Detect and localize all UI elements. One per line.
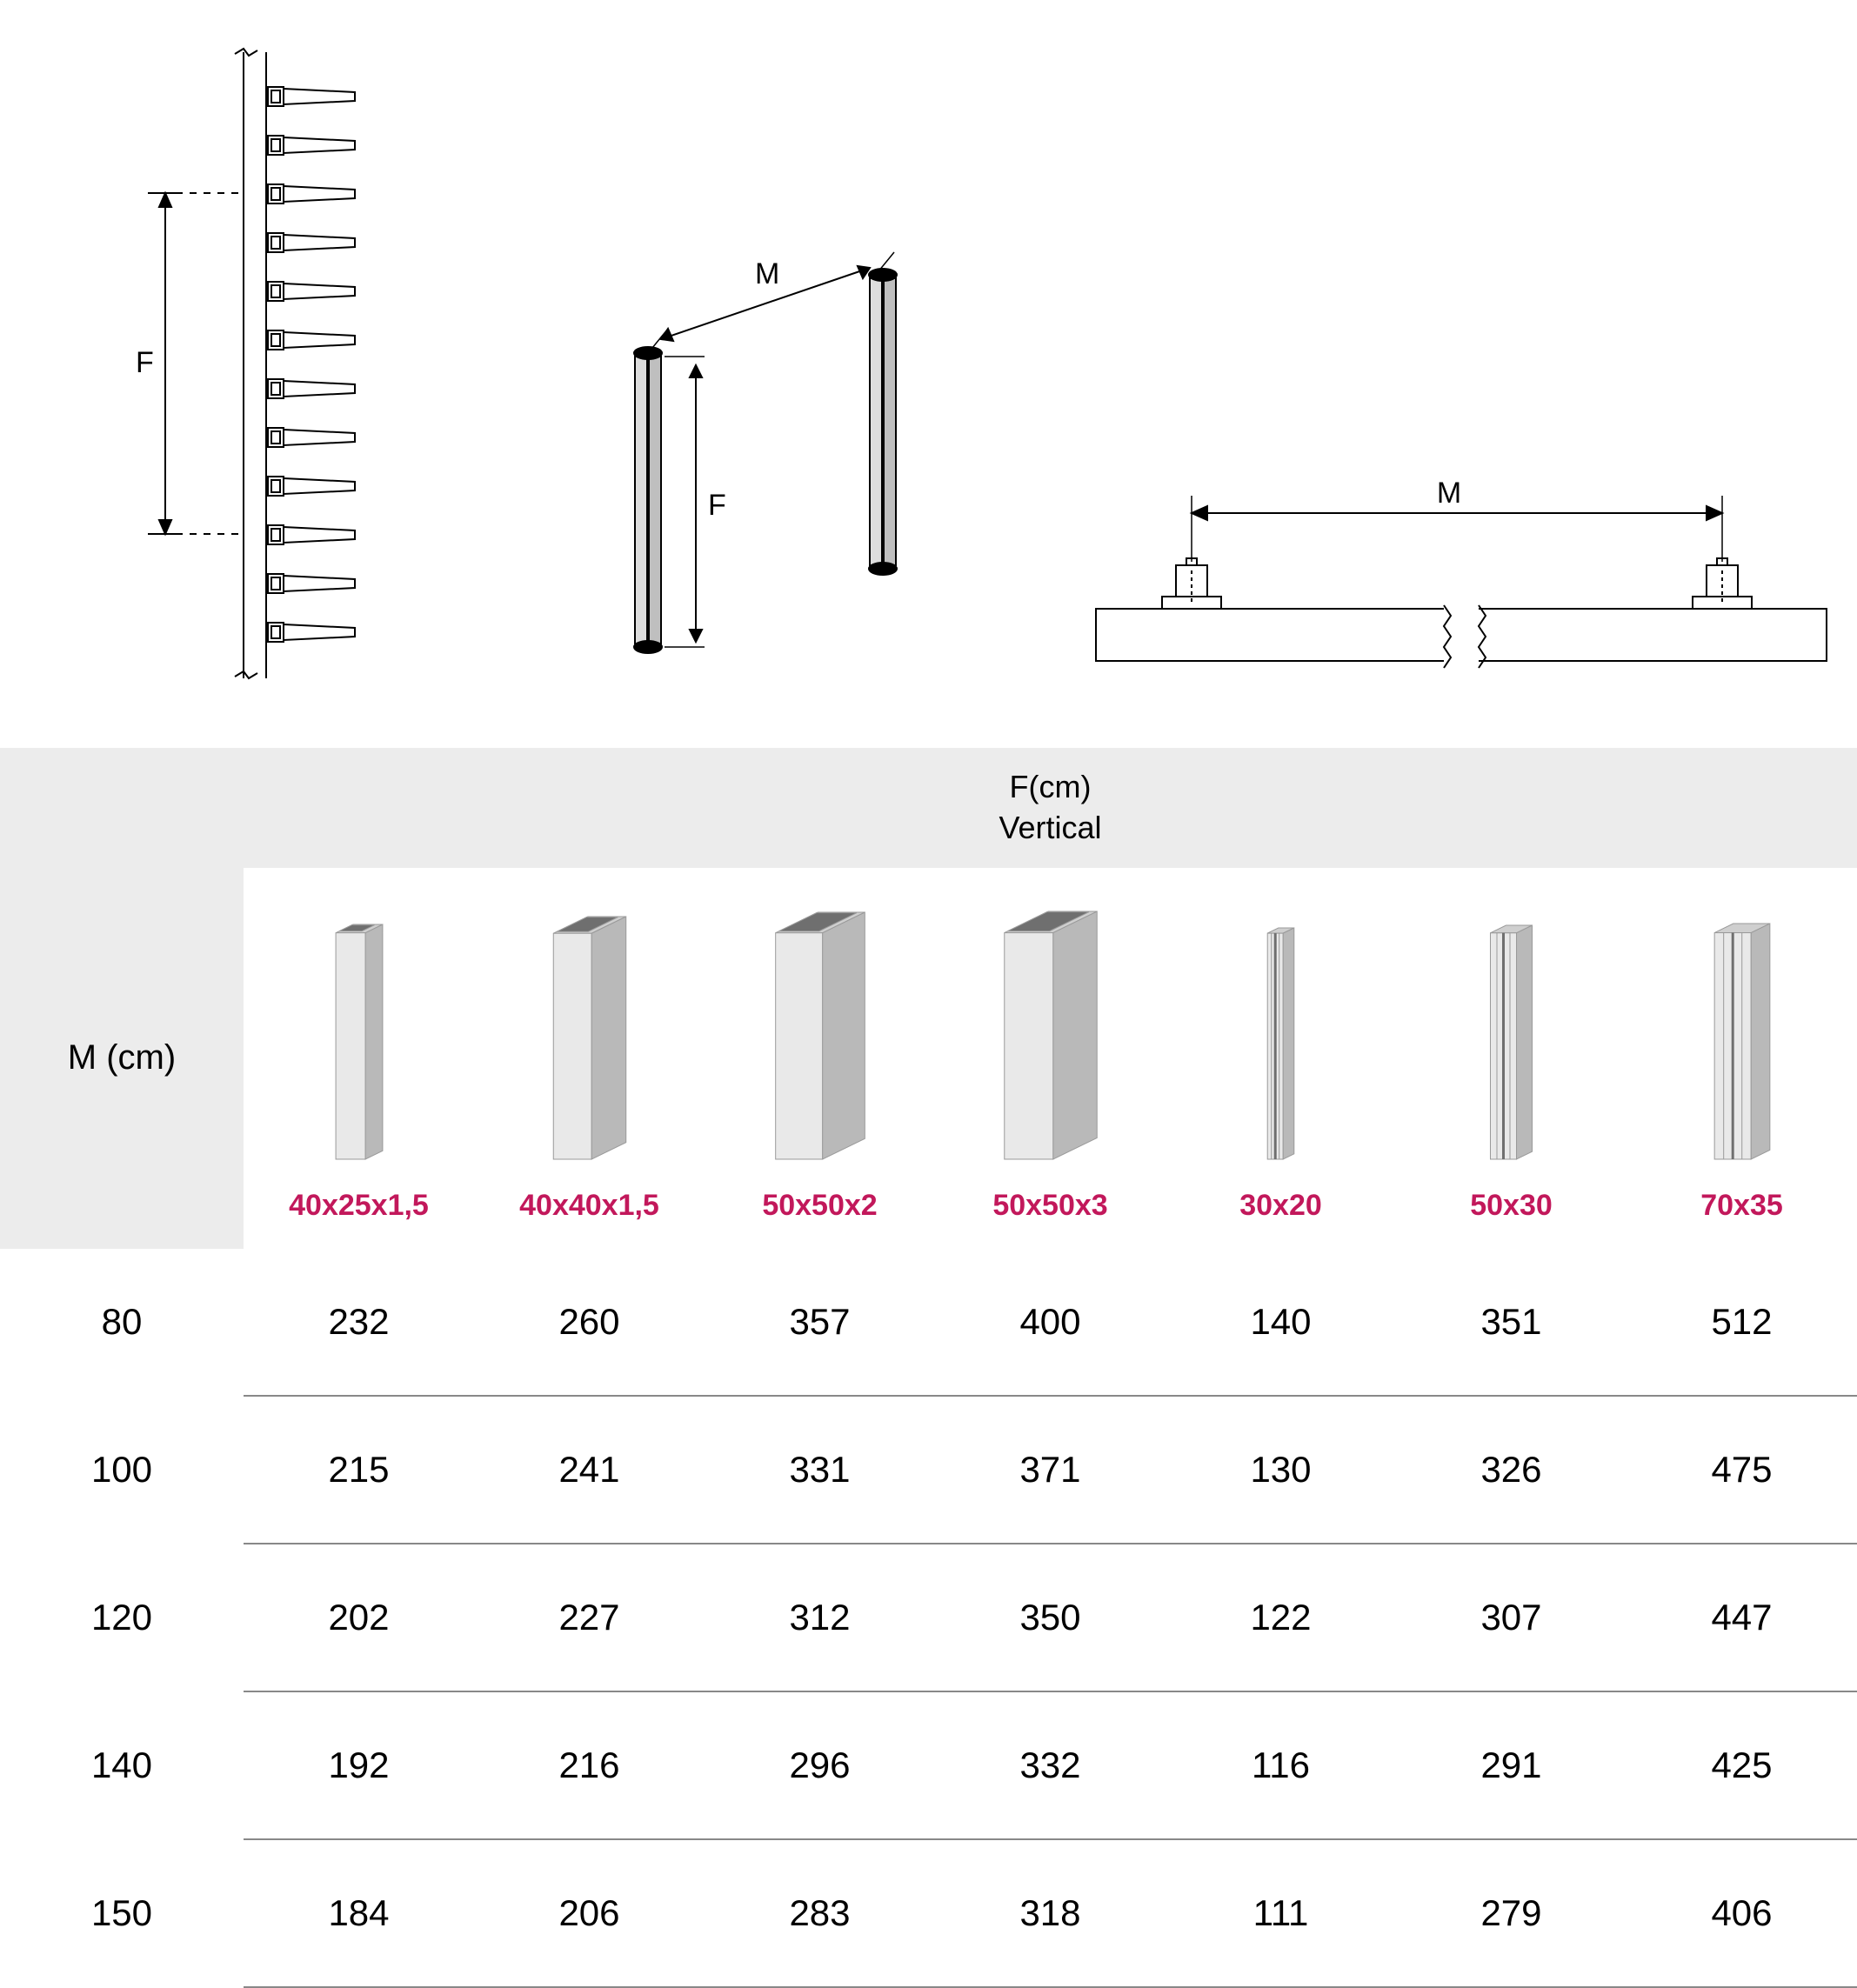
value-cell: 283	[705, 1840, 935, 1986]
profile-header: 30x20	[1166, 868, 1396, 1249]
value-cell: 351	[1396, 1249, 1627, 1395]
value-cell: 291	[1396, 1692, 1627, 1838]
dim-label-f: F	[708, 489, 726, 522]
value-cell: 400	[935, 1249, 1166, 1395]
value-cell: 111	[1166, 1840, 1396, 1986]
value-cell: 350	[935, 1544, 1166, 1691]
table-body: 8023226035740014035151210021524133137113…	[0, 1249, 1857, 1988]
table-row: 100215241331371130326475	[0, 1397, 1857, 1543]
value-cell: 260	[474, 1249, 705, 1395]
profile-icon	[735, 904, 905, 1168]
m-cell: 150	[0, 1840, 244, 1986]
m-cell: 100	[0, 1397, 244, 1543]
value-cell: 447	[1627, 1544, 1857, 1691]
value-cell: 312	[705, 1544, 935, 1691]
value-cell: 475	[1627, 1397, 1857, 1543]
table-title-line2: Vertical	[999, 810, 1101, 845]
value-cell: 296	[705, 1692, 935, 1838]
value-cell: 140	[1166, 1249, 1396, 1395]
table-row: 120202227312350122307447	[0, 1544, 1857, 1691]
value-cell: 184	[244, 1840, 474, 1986]
value-cell: 216	[474, 1692, 705, 1838]
value-cell: 371	[935, 1397, 1166, 1543]
value-cell: 357	[705, 1249, 935, 1395]
profile-label: 40x40x1,5	[519, 1189, 659, 1223]
table-header-row-2: M (cm) 40x25x1,5 40x40x1,5 50x50x2 50x50x3 3…	[0, 868, 1857, 1249]
value-cell: 232	[244, 1249, 474, 1395]
profile-label: 50x30	[1470, 1189, 1553, 1223]
profile-label: 30x20	[1239, 1189, 1322, 1223]
value-cell: 202	[244, 1544, 474, 1691]
value-cell: 116	[1166, 1692, 1396, 1838]
m-cell: 120	[0, 1544, 244, 1691]
profile-header: 40x25x1,5	[244, 868, 474, 1249]
value-cell: 331	[705, 1397, 935, 1543]
value-cell: 318	[935, 1840, 1166, 1986]
value-cell: 332	[935, 1692, 1166, 1838]
profile-header: 50x30	[1396, 868, 1627, 1249]
table-rule	[0, 1986, 1857, 1988]
profile-header: 50x50x2	[705, 868, 935, 1249]
value-cell: 227	[474, 1544, 705, 1691]
m-cell: 140	[0, 1692, 244, 1838]
value-cell: 241	[474, 1397, 705, 1543]
diagram-side-elevation: F	[52, 35, 452, 696]
diagram-isometric: M F	[522, 226, 1009, 696]
table-title: F(cm) Vertical	[244, 748, 1857, 868]
dim-label-m: M	[755, 257, 779, 290]
profile-icon	[1464, 917, 1559, 1168]
table-row: 150184206283318111279406	[0, 1840, 1857, 1986]
value-cell: 406	[1627, 1840, 1857, 1986]
value-cell: 307	[1396, 1544, 1627, 1691]
value-cell: 192	[244, 1692, 474, 1838]
value-cell: 206	[474, 1840, 705, 1986]
profile-header: 70x35	[1627, 868, 1857, 1249]
table-row: 140192216296332116291425	[0, 1692, 1857, 1838]
profile-icon	[963, 903, 1139, 1168]
value-cell: 425	[1627, 1692, 1857, 1838]
diagram-area: F	[0, 0, 1857, 748]
table-corner	[0, 748, 244, 868]
profile-label: 50x50x3	[992, 1189, 1107, 1223]
table-row: 80232260357400140351512	[0, 1249, 1857, 1395]
m-header: M (cm)	[0, 868, 244, 1249]
profile-icon	[518, 908, 662, 1168]
profile-icon	[1684, 915, 1800, 1168]
profile-header: 50x50x3	[935, 868, 1166, 1249]
value-cell: 279	[1396, 1840, 1627, 1986]
dim-label-m: M	[1437, 477, 1461, 510]
profile-label: 70x35	[1700, 1189, 1783, 1223]
profile-label: 40x25x1,5	[289, 1189, 429, 1223]
diagram-plan: M	[1079, 435, 1844, 696]
value-cell: 215	[244, 1397, 474, 1543]
table-header-row-1: F(cm) Vertical	[0, 748, 1857, 868]
profile-icon	[308, 916, 411, 1168]
profile-icon	[1246, 919, 1316, 1168]
profile-label: 50x50x2	[762, 1189, 877, 1223]
m-cell: 80	[0, 1249, 244, 1395]
spec-table: F(cm) Vertical M (cm) 40x25x1,5 40x40x1,5…	[0, 748, 1857, 1988]
value-cell: 512	[1627, 1249, 1857, 1395]
value-cell: 122	[1166, 1544, 1396, 1691]
value-cell: 326	[1396, 1397, 1627, 1543]
profile-header: 40x40x1,5	[474, 868, 705, 1249]
table-title-line1: F(cm)	[1010, 769, 1092, 804]
value-cell: 130	[1166, 1397, 1396, 1543]
dim-label-f: F	[136, 346, 154, 379]
